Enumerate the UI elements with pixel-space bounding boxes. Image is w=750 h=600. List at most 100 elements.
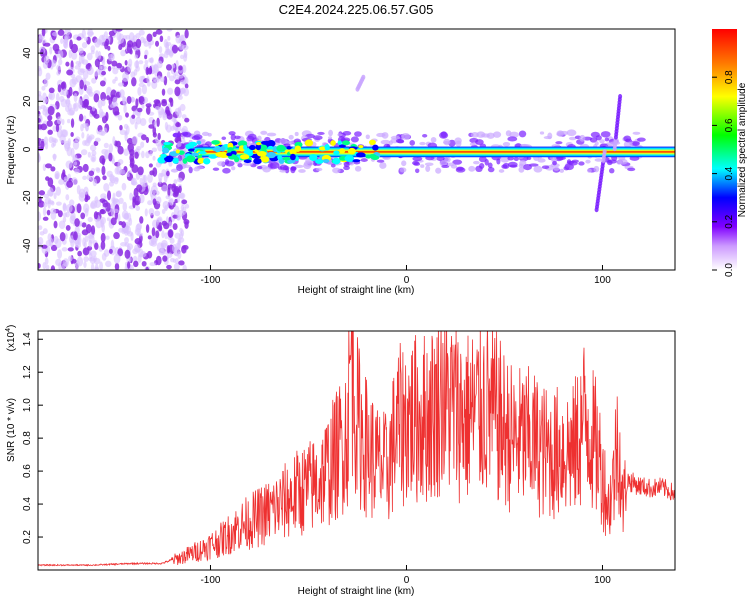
carrier-blob	[191, 152, 200, 157]
noise-speckle	[67, 109, 75, 116]
carrier-blob	[197, 151, 207, 155]
scatter-speckle	[298, 169, 306, 173]
carrier-blob	[211, 140, 220, 145]
carrier-blob	[185, 155, 196, 163]
noise-speckle	[156, 218, 162, 223]
noise-speckle	[38, 236, 44, 246]
noise-speckle	[115, 29, 123, 32]
noise-speckle	[99, 261, 104, 270]
scatter-speckle	[234, 135, 241, 139]
noise-speckle	[174, 232, 181, 239]
snr-content	[38, 331, 675, 567]
scatter-speckle	[523, 164, 532, 171]
noise-speckle	[130, 71, 136, 79]
scatter-speckle	[454, 137, 462, 145]
noise-speckle	[120, 49, 126, 57]
scatter-speckle	[279, 164, 289, 171]
y-tick-label: 1.4	[22, 332, 33, 346]
noise-speckle	[113, 231, 120, 240]
noise-speckle	[139, 177, 143, 185]
scatter-speckle	[627, 167, 636, 172]
carrier-blob	[253, 157, 262, 165]
scatter-speckle	[441, 165, 450, 169]
scatter-speckle	[555, 141, 563, 145]
noise-speckle	[182, 264, 187, 270]
glint-mark	[618, 93, 623, 99]
scatter-speckle	[571, 159, 579, 163]
noise-speckle	[50, 208, 57, 215]
noise-speckle	[86, 105, 93, 110]
noise-speckle	[137, 86, 142, 96]
noise-speckle	[127, 261, 131, 269]
noise-speckle	[173, 187, 179, 197]
noise-speckle	[111, 208, 115, 218]
noise-speckle	[42, 216, 49, 221]
noise-speckle	[161, 184, 168, 193]
noise-speckle	[73, 161, 78, 166]
noise-speckle	[148, 239, 155, 247]
noise-speckle	[118, 227, 125, 233]
noise-speckle	[67, 247, 74, 252]
colorbar-gradient	[712, 29, 737, 270]
scatter-speckle	[623, 141, 632, 148]
noise-speckle	[80, 212, 86, 220]
noise-speckle	[184, 29, 189, 39]
noise-speckle	[151, 219, 158, 228]
noise-speckle	[77, 98, 83, 109]
noise-speckle	[158, 221, 162, 231]
noise-speckle	[156, 196, 162, 204]
noise-speckle	[85, 63, 91, 70]
scatter-speckle	[279, 138, 288, 145]
noise-speckle	[113, 253, 121, 264]
scatter-speckle	[479, 163, 485, 169]
noise-speckle	[57, 29, 65, 36]
carrier-blob	[266, 140, 276, 147]
colorbar-tick-label: 0.0	[724, 263, 735, 277]
noise-speckle	[126, 43, 132, 54]
y-tick-label: -20	[22, 190, 33, 205]
noise-speckle	[50, 244, 58, 252]
noise-speckle	[52, 153, 57, 162]
scatter-speckle	[242, 162, 253, 166]
noise-speckle	[179, 88, 187, 95]
scatter-speckle	[399, 167, 407, 173]
noise-speckle	[104, 153, 109, 160]
noise-speckle	[90, 225, 96, 236]
noise-speckle	[75, 266, 79, 270]
noise-speckle	[57, 84, 62, 93]
scatter-speckle	[176, 164, 183, 172]
noise-speckle	[175, 34, 182, 44]
noise-speckle	[83, 256, 89, 262]
noise-speckle	[141, 84, 148, 95]
scatter-speckle	[424, 162, 434, 166]
noise-speckle	[136, 145, 142, 151]
noise-speckle	[93, 211, 99, 220]
noise-speckle	[94, 266, 100, 270]
scatter-speckle	[354, 165, 362, 172]
noise-speckle	[163, 39, 168, 48]
scatter-speckle	[231, 166, 236, 171]
snr-y-multiplier: (x104)	[5, 325, 17, 352]
noise-speckle	[81, 29, 86, 39]
noise-speckle	[70, 147, 75, 158]
scatter-speckle	[543, 135, 552, 140]
noise-speckle	[93, 93, 100, 103]
scatter-speckle	[388, 140, 393, 145]
snr-x-ticks: -100 0 100	[200, 565, 611, 586]
noise-speckle	[49, 46, 53, 55]
noise-speckle	[127, 63, 132, 72]
scatter-speckle	[632, 131, 641, 135]
noise-speckle	[55, 186, 61, 196]
noise-speckle	[142, 174, 146, 184]
noise-speckle	[180, 204, 185, 212]
noise-speckle	[100, 91, 107, 102]
noise-speckle	[66, 203, 73, 213]
snr-x-label: Height of straight line (km)	[298, 586, 415, 597]
noise-speckle	[180, 79, 187, 85]
noise-speckle	[90, 154, 97, 163]
noise-speckle	[103, 183, 110, 192]
noise-speckle	[57, 49, 64, 60]
noise-speckle	[66, 118, 71, 124]
noise-speckle	[92, 178, 97, 187]
